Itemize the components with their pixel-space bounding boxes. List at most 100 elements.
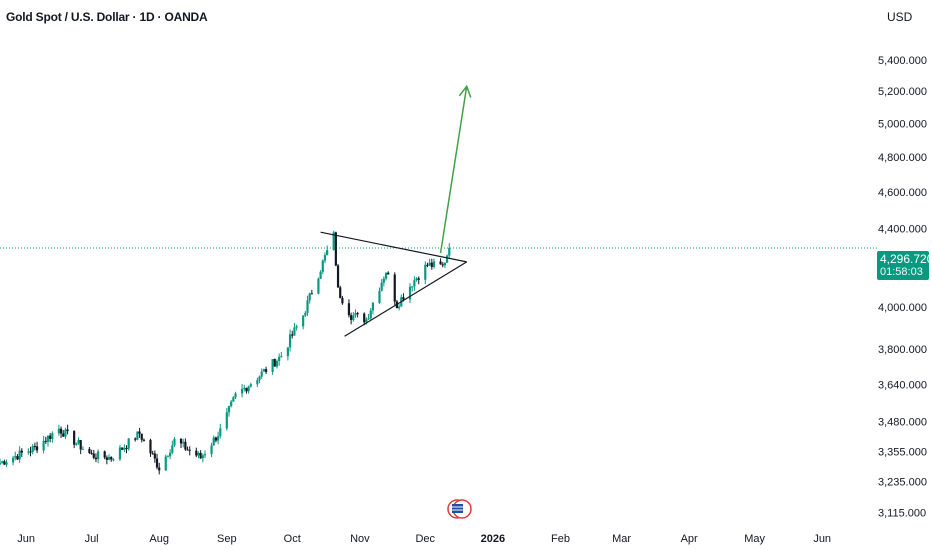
candle [166,455,170,458]
candle [225,408,228,431]
candle [245,387,248,394]
candle [64,427,67,439]
y-tick-label: 3,800.000 [878,344,927,356]
candle [121,447,124,451]
candle [197,451,200,459]
candle [11,455,15,466]
candle [182,438,185,448]
candle [16,454,19,461]
candle [286,347,289,361]
candle [308,292,311,304]
candle [262,368,265,372]
candle [212,435,215,446]
candle [273,358,276,367]
candle [57,424,60,436]
candle [441,262,444,268]
y-tick-label: 4,400.000 [878,223,927,235]
candle [387,271,390,275]
candle [227,405,231,417]
candle [49,432,52,443]
candle [304,311,307,317]
candle [186,446,189,451]
projection-arrow[interactable] [439,86,468,254]
candle [230,399,233,408]
candle [79,439,82,455]
candle [326,245,329,256]
candle [77,437,80,445]
candle [448,243,451,259]
candle [201,453,204,463]
x-tick-label: Sep [217,533,237,545]
candle [271,359,274,375]
candle [195,447,198,458]
candle [367,313,370,320]
economic-event-icon[interactable] [447,499,472,519]
candle [415,277,418,282]
candle [153,450,156,463]
chart-title: Gold Spot / U.S. Dollar · 1D · OANDA [6,10,208,24]
candle [31,444,34,455]
x-tick-label: Jun [813,533,831,545]
x-tick-label: Oct [284,533,301,545]
candle [424,261,427,285]
x-tick-label: 2026 [481,533,505,545]
candle [408,283,412,304]
y-tick-label: 4,800.000 [878,152,927,164]
candle [275,359,279,369]
candle [33,442,36,451]
candle [417,276,420,285]
candle [179,438,183,449]
candle [439,258,442,265]
candle [278,353,281,366]
candle [384,272,388,281]
candle [140,433,143,443]
candle [445,254,449,263]
candle [14,451,17,461]
candle [280,351,283,358]
x-tick-label: Mar [612,533,631,545]
candle [293,322,296,336]
candle [92,449,95,460]
y-tick-label: 3,115.000 [878,508,926,520]
candle [288,329,292,352]
x-tick-label: Aug [149,533,169,545]
y-tick-label: 5,000.000 [878,118,927,130]
candle [134,437,137,442]
y-tick-label: 3,235.000 [878,477,927,489]
candle [81,446,84,450]
candle [428,258,431,267]
candle [90,449,93,455]
triangle-lower-trendline[interactable] [344,261,468,337]
candle [155,453,159,470]
currency-label[interactable]: USD [887,10,913,24]
candle [243,384,246,392]
triangle-upper-trendline[interactable] [320,231,467,263]
candle [323,252,327,264]
candle [44,436,47,444]
candle [62,430,65,437]
candle [258,375,261,384]
x-tick-label: Feb [551,533,570,545]
candle [127,437,130,451]
last-price-value: 4,296.720 [880,252,932,266]
candle [247,385,250,394]
candle [173,437,176,447]
x-tick-label: Dec [415,533,435,545]
candle [413,276,416,292]
candle [426,262,429,268]
candle [234,391,237,399]
candle [151,450,154,455]
candle [295,324,298,331]
candle [1,460,4,464]
candle [110,456,113,462]
candle [188,446,191,456]
candle [249,382,252,388]
candle [210,442,213,458]
candle [332,230,335,251]
candle [103,450,106,460]
x-tick-label: Nov [350,533,370,545]
candle [27,448,30,455]
x-tick-label: Apr [681,533,698,545]
candle [393,272,396,306]
